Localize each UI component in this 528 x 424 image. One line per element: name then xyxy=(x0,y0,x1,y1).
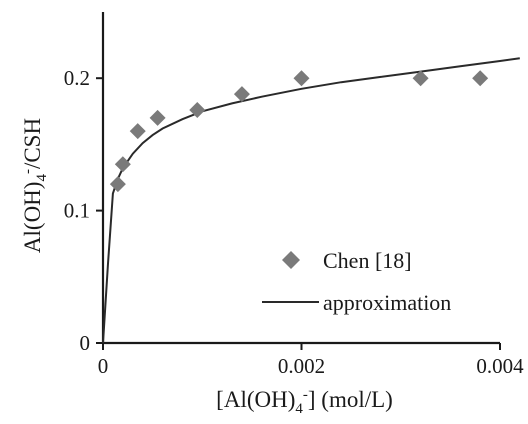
legend-diamond-marker xyxy=(282,251,300,269)
x-axis-title-subscript: 4 xyxy=(295,401,303,417)
x-tick-label: 0.002 xyxy=(278,354,325,378)
y-axis-title: Al(OH)4-/CSH xyxy=(20,118,50,253)
data-point xyxy=(189,101,206,118)
data-point xyxy=(293,70,310,87)
legend-label: Chen [18] xyxy=(323,248,412,273)
y-axis-title-part: Al(OH) xyxy=(20,182,45,254)
y-axis-title-superscript: - xyxy=(20,169,36,174)
legend: Chen [18] approximation xyxy=(262,248,451,315)
data-point xyxy=(129,123,146,140)
x-axis-title-superscript: - xyxy=(303,387,308,403)
x-axis-title-part: [Al(OH) xyxy=(216,387,295,412)
data-point xyxy=(233,86,250,103)
y-tick-label: 0.1 xyxy=(64,199,90,223)
approximation-line xyxy=(102,57,520,344)
data-point xyxy=(412,70,429,87)
legend-label: approximation xyxy=(323,290,451,315)
ticks: 0 0.002 0.004 0 0.1 0.2 xyxy=(64,66,524,378)
data-point xyxy=(472,70,489,87)
plot-area xyxy=(102,57,520,344)
x-tick-label: 0 xyxy=(98,354,109,378)
y-axis-title-part: /CSH xyxy=(20,118,45,169)
y-axis-title-subscript: 4 xyxy=(34,174,50,182)
x-axis-title: [Al(OH)4-] (mol/L) xyxy=(216,387,393,417)
y-tick-label: 0.2 xyxy=(64,66,90,90)
x-tick-label: 0.004 xyxy=(476,354,524,378)
data-point xyxy=(149,109,166,126)
x-axis-title-part: ] (mol/L) xyxy=(308,387,393,412)
y-tick-label: 0 xyxy=(80,331,91,355)
data-point xyxy=(114,156,131,173)
data-point xyxy=(109,176,126,193)
